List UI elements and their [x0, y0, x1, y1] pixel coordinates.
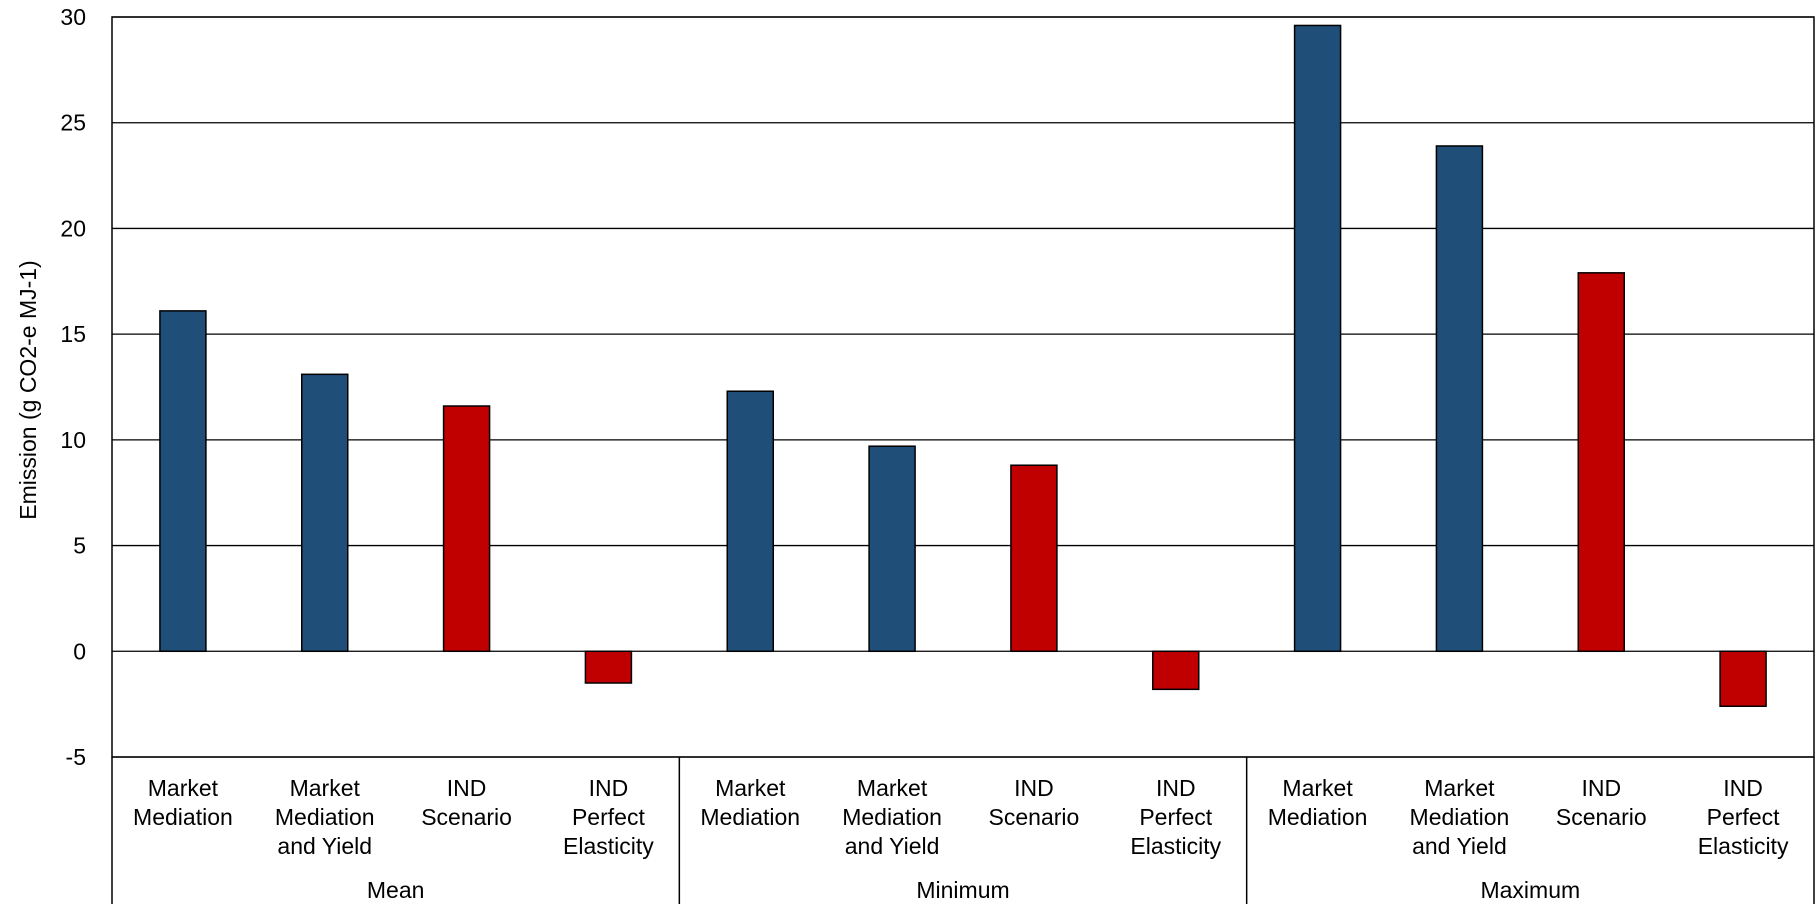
- axes: [111, 16, 1815, 904]
- y-tick-label: 20: [60, 215, 86, 241]
- category-label: Scenario: [989, 804, 1080, 830]
- gridlines: [112, 16, 1814, 758]
- y-tick-label: 5: [73, 533, 86, 559]
- group-label: Maximum: [1480, 877, 1580, 903]
- category-label: Market: [715, 775, 786, 801]
- y-tick-label: -5: [66, 744, 86, 770]
- bar: [584, 650, 633, 684]
- category-label: IND: [1156, 775, 1196, 801]
- category-label: Mediation: [700, 804, 800, 830]
- category-label: Mediation: [842, 804, 942, 830]
- category-label: Scenario: [421, 804, 512, 830]
- group-labels: Mean Minimum Maximum: [367, 877, 1580, 903]
- y-tick-label: 30: [60, 4, 86, 30]
- y-tick-label: 10: [60, 427, 86, 453]
- y-tick-label: 25: [60, 110, 86, 136]
- category-label: Mediation: [1268, 804, 1368, 830]
- category-label: Market: [1282, 775, 1353, 801]
- bar: [1293, 24, 1342, 653]
- category-label: Perfect: [1139, 804, 1212, 830]
- bar: [1577, 272, 1625, 653]
- category-label: Elasticity: [1698, 833, 1789, 859]
- bar: [868, 445, 916, 653]
- bar: [726, 390, 774, 653]
- category-label: and Yield: [277, 833, 372, 859]
- category-label: IND: [1581, 775, 1621, 801]
- bar: [442, 405, 491, 653]
- category-label: Market: [148, 775, 219, 801]
- category-label: Market: [1424, 775, 1495, 801]
- category-label: Elasticity: [1130, 833, 1221, 859]
- category-label: IND: [1723, 775, 1763, 801]
- category-label: Elasticity: [563, 833, 654, 859]
- category-label: Market: [290, 775, 361, 801]
- category-label: IND: [1014, 775, 1054, 801]
- bar: [1719, 650, 1767, 708]
- group-label: Mean: [367, 877, 425, 903]
- group-label: Minimum: [916, 877, 1009, 903]
- bars: [159, 24, 1767, 708]
- bar: [1152, 650, 1200, 691]
- category-label: Mediation: [1410, 804, 1510, 830]
- category-labels: Market Mediation Market Mediation and Yield I…: [133, 775, 1789, 859]
- bar: [301, 373, 349, 653]
- bar: [159, 310, 207, 653]
- y-axis-title: Emission (g CO2-e MJ-1): [15, 260, 41, 519]
- category-label: Mediation: [275, 804, 375, 830]
- category-label: IND: [447, 775, 487, 801]
- category-label: IND: [589, 775, 629, 801]
- plot-frame: [111, 16, 1815, 758]
- category-label: Perfect: [572, 804, 645, 830]
- bar: [1435, 145, 1484, 653]
- y-tick-label: 15: [60, 321, 86, 347]
- category-label: Perfect: [1707, 804, 1780, 830]
- category-label: and Yield: [845, 833, 940, 859]
- category-label: Mediation: [133, 804, 233, 830]
- y-tick-label: 0: [73, 638, 86, 664]
- bar: [1010, 464, 1058, 653]
- category-label: Scenario: [1556, 804, 1647, 830]
- y-tick-labels: -5 0 5 10 15 20 25 30: [60, 4, 86, 770]
- category-label: Market: [857, 775, 928, 801]
- category-label: and Yield: [1412, 833, 1507, 859]
